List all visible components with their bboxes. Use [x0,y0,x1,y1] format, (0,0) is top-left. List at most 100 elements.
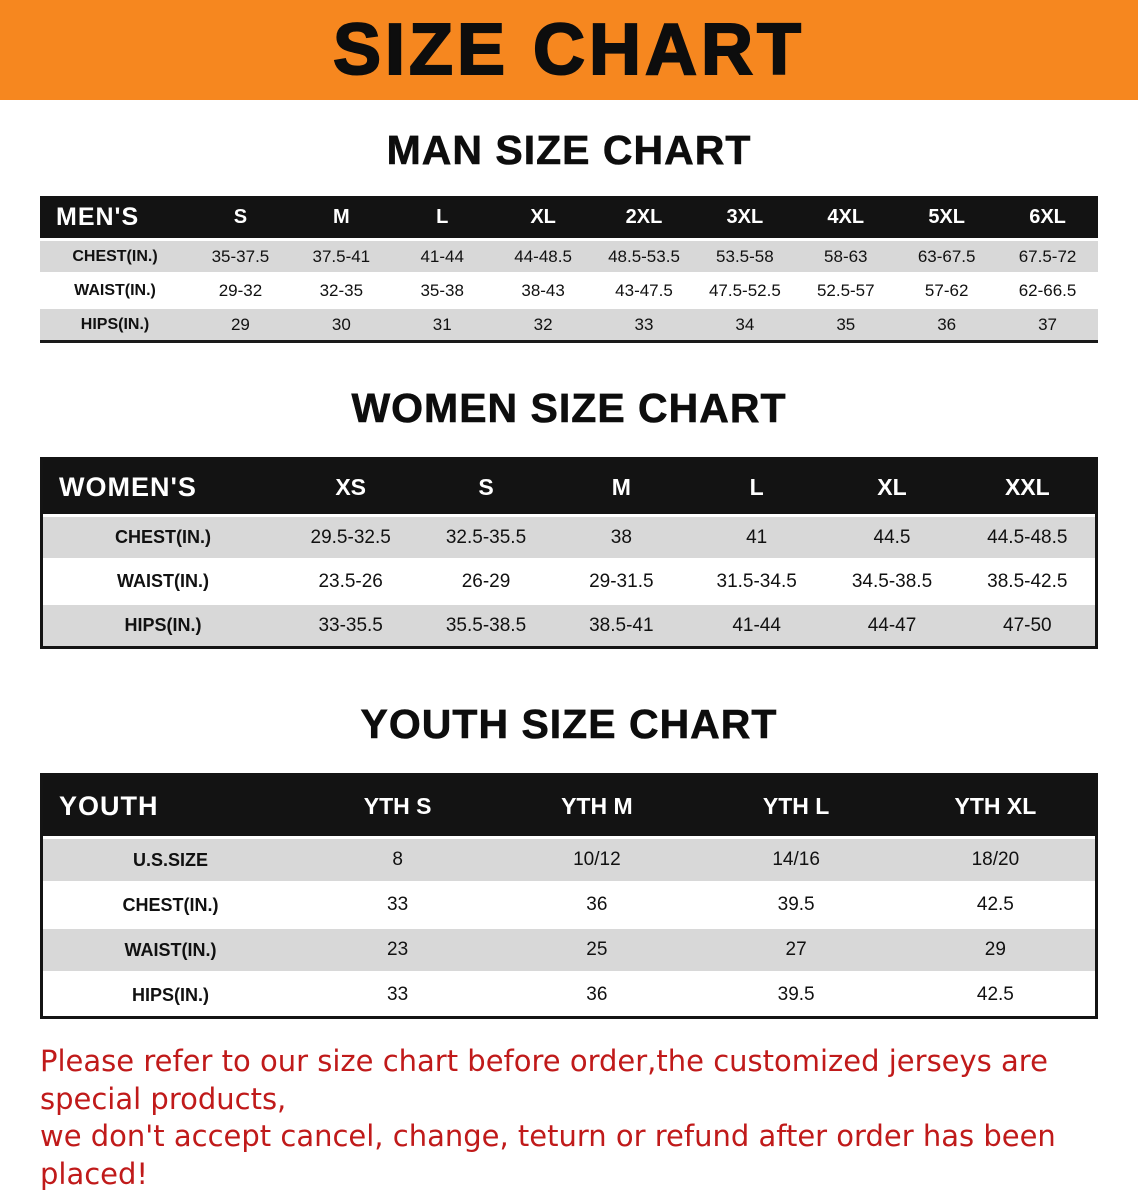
size-header-cell: M [611,473,631,500]
value-cell: 58-63 [824,246,868,266]
size-header-cell: 6XL [1029,205,1066,228]
value-cell: 30 [331,314,351,334]
size-header-cell: XS [335,473,366,500]
banner: SIZE CHART [0,0,1138,100]
size-header-cell: YTH L [762,792,830,819]
women-size-table: WOMEN'S XS S M L XL XXL CHEST(IN.) 29.5-32.5 32.5… [40,457,1098,649]
value-cell: 57-62 [924,280,969,300]
table-row: WAIST(IN.) 29-32 32-35 35-38 38-43 43-47.5 47.… [40,275,1098,306]
value-cell: 67.5-72 [1018,246,1077,266]
size-header-cell: XL [877,473,907,500]
table-row: HIPS(IN.) 33 36 39.5 42.5 [43,974,1095,1016]
value-cell: 14/16 [772,849,820,870]
row-label-cell: U.S.SIZE [132,849,208,870]
value-cell: 35-38 [420,280,464,300]
table-row: CHEST(IN.) 33 36 39.5 42.5 [43,884,1095,926]
size-header-cell: YTH M [561,792,633,819]
size-header-cell: 4XL [827,205,865,228]
value-cell: 33 [634,314,654,334]
men-table-header-row: MEN'S S M L XL 2XL 3XL 4XL 5XL 6XL [40,196,1098,238]
youth-size-table: YOUTH YTH S YTH M YTH L YTH XL U.S.SIZE 8 10/12… [40,773,1098,1019]
value-cell: 10/12 [573,849,621,870]
section-women: WOMEN SIZE CHART WOMEN'S XS S M L XL XXL CHEST(… [0,385,1138,649]
value-cell: 25 [586,939,608,960]
value-cell: 39.5 [777,894,815,915]
value-cell: 29-31.5 [589,570,654,592]
value-cell: 63-67.5 [917,246,976,266]
banner-title: SIZE CHART [332,9,805,91]
women-table-header-row: WOMEN'S XS S M L XL XXL [43,460,1095,514]
row-label-cell: HIPS(IN.) [131,984,209,1005]
value-cell: 18/20 [971,849,1020,870]
table-row: CHEST(IN.) 29.5-32.5 32.5-35.5 38 41 44.5 44.5… [43,517,1095,558]
row-label-cell: WAIST(IN.) [124,939,217,960]
value-cell: 29 [230,314,250,334]
youth-section-heading: YOUTH SIZE CHART [360,701,778,748]
value-cell: 29.5-32.5 [310,526,391,548]
size-header-cell: 5XL [928,205,965,228]
value-cell: 36 [586,984,608,1005]
size-header-cell: XXL [1004,473,1050,500]
women-section-heading: WOMEN SIZE CHART [351,385,787,432]
size-header-cell: M [332,205,350,228]
table-title-cell: MEN'S [56,202,140,231]
disclaimer-line-1: Please refer to our size chart before or… [40,1044,1048,1116]
value-cell: 39.5 [777,984,815,1005]
value-cell: 44.5-48.5 [987,526,1068,548]
size-header-cell: YTH XL [954,792,1037,819]
value-cell: 29 [984,939,1006,960]
value-cell: 35.5-38.5 [445,614,527,636]
value-cell: 41-44 [420,246,464,266]
section-men: MAN SIZE CHART MEN'S S M L XL 2XL 3XL 4XL 5XL 6XL… [0,127,1138,343]
row-label-cell: HIPS(IN.) [124,615,202,635]
table-row: U.S.SIZE 8 10/12 14/16 18/20 [43,839,1095,881]
value-cell: 33 [387,894,409,915]
value-cell: 47.5-52.5 [708,280,781,300]
size-header-cell: 2XL [625,205,663,228]
men-size-table: MEN'S S M L XL 2XL 3XL 4XL 5XL 6XL CHEST(IN.) 35-37… [40,196,1098,343]
value-cell: 34 [735,314,755,334]
value-cell: 36 [586,894,608,915]
value-cell: 37.5-41 [312,246,371,266]
disclaimer-line-2: we don't accept cancel, change, teturn o… [40,1119,1056,1192]
value-cell: 27 [785,939,807,960]
value-cell: 8 [392,849,403,870]
value-cell: 42.5 [976,984,1014,1005]
value-cell: 32 [533,314,553,334]
row-label-cell: CHEST(IN.) [115,527,211,547]
value-cell: 38 [610,526,632,548]
size-header-cell: S [478,473,494,500]
value-cell: 41 [746,526,768,548]
value-cell: 26-29 [461,570,511,592]
value-cell: 29-32 [218,280,263,300]
value-cell: 33-35.5 [318,614,383,636]
value-cell: 33 [387,984,409,1005]
section-youth: YOUTH SIZE CHART YOUTH YTH S YTH M YTH L YTH… [0,701,1138,1019]
table-row: WAIST(IN.) 23.5-26 26-29 29-31.5 31.5-34.5 34… [43,561,1095,602]
disclaimer-note: Please refer to our size chart before or… [40,1043,1098,1194]
men-section-heading: MAN SIZE CHART [386,127,752,174]
size-header-cell: L [749,473,764,500]
table-title-cell: WOMEN'S [59,471,197,502]
value-cell: 48.5-53.5 [608,246,680,266]
value-cell: 44.5 [873,526,911,548]
value-cell: 32.5-35.5 [445,526,527,548]
value-cell: 42.5 [976,894,1014,915]
value-cell: 36 [937,314,957,334]
value-cell: 23 [387,939,409,960]
table-title-cell: YOUTH [59,790,159,821]
row-label-cell: WAIST(IN.) [74,281,156,299]
table-row: HIPS(IN.) 33-35.5 35.5-38.5 38.5-41 41-44 44-… [43,605,1095,646]
value-cell: 38-43 [521,280,565,300]
size-header-cell: 3XL [726,205,764,228]
value-cell: 62-66.5 [1018,280,1077,300]
size-header-cell: XL [530,205,556,228]
value-cell: 35-37.5 [211,246,270,266]
value-cell: 34.5-38.5 [851,570,933,592]
value-cell: 37 [1038,314,1057,334]
value-cell: 31 [432,314,452,334]
value-cell: 44-47 [867,614,917,636]
row-label-cell: HIPS(IN.) [80,315,150,333]
table-row: HIPS(IN.) 29 30 31 32 33 34 35 36 37 [40,309,1098,340]
